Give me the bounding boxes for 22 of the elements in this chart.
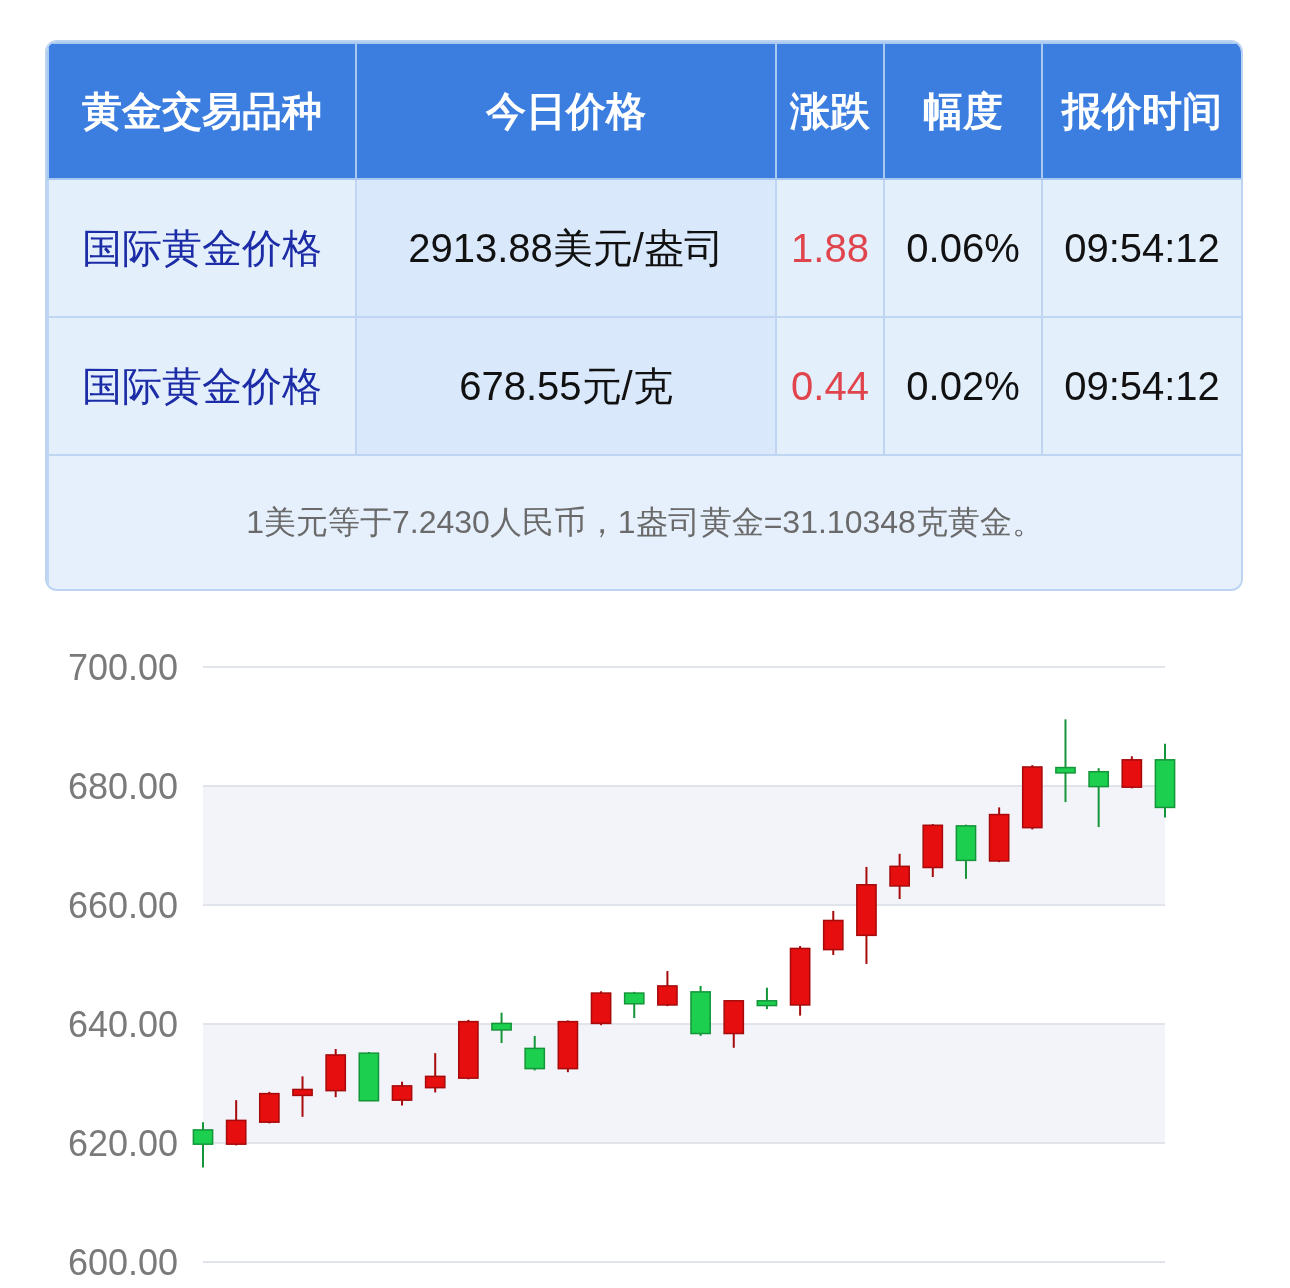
text: 1美元等于7.2430人民币，1盎司黄金=31.10348克黄金。 xyxy=(48,455,1242,589)
category-label: 今日价格 xyxy=(356,43,776,179)
category-label: 报价时间 xyxy=(1042,43,1242,179)
text: 09:54:12 xyxy=(1064,363,1220,408)
text: 0.02% xyxy=(906,363,1020,408)
y-tick-label: 700.00 xyxy=(67,646,178,688)
text: 0.06% xyxy=(906,225,1020,270)
text: 0.44 xyxy=(791,363,869,408)
y-tick-label: 660.00 xyxy=(67,884,178,926)
text: 国际黄金价格 xyxy=(82,225,322,270)
text: 678.55元/克 xyxy=(459,363,673,408)
category-label: 幅度 xyxy=(884,43,1042,179)
text: 国际黄金价格 xyxy=(82,363,322,408)
y-tick-label: 680.00 xyxy=(67,765,178,807)
text: 2913.88美元/盎司 xyxy=(408,225,724,270)
text: 1.88 xyxy=(791,225,869,270)
y-tick-label: 640.00 xyxy=(67,1003,178,1045)
y-tick-label: 600.00 xyxy=(67,1241,178,1283)
y-tick-label: 620.00 xyxy=(67,1122,178,1164)
text: 09:54:12 xyxy=(1064,225,1220,270)
category-label: 涨跌 xyxy=(776,43,884,179)
category-label: 黄金交易品种 xyxy=(48,43,356,179)
